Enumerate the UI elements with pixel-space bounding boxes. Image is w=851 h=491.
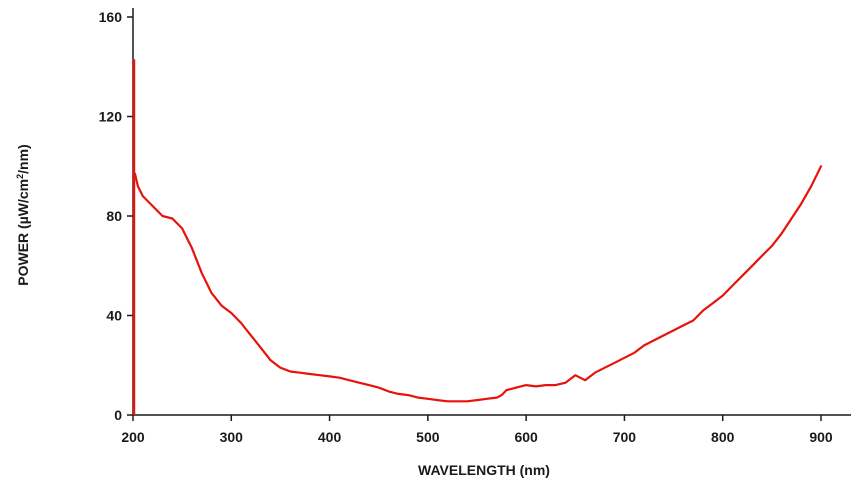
x-tick-label: 400 bbox=[318, 429, 342, 445]
x-ticks: 200 300 400 500 600 700 800 900 bbox=[121, 415, 833, 445]
x-tick-label: 500 bbox=[416, 429, 440, 445]
series-layer bbox=[132, 59, 823, 415]
y-axis-label-superscript: 2 bbox=[15, 174, 25, 179]
y-axis-label-unit: /nm) bbox=[15, 144, 31, 174]
x-tick-label: 600 bbox=[514, 429, 538, 445]
x-tick-label: 200 bbox=[121, 429, 145, 445]
y-axis-label: POWER (µW/cm2/nm) bbox=[15, 144, 31, 285]
x-axis-label: WAVELENGTH (nm) bbox=[418, 462, 550, 478]
y-tick-label: 120 bbox=[99, 109, 123, 125]
y-axis-label-main: POWER (µW/cm bbox=[15, 179, 31, 286]
y-tick-label: 40 bbox=[106, 308, 122, 324]
x-tick-label: 800 bbox=[711, 429, 735, 445]
y-ticks: 0 40 80 120 160 bbox=[99, 9, 133, 423]
x-tick-label: 700 bbox=[613, 429, 637, 445]
x-tick-label: 900 bbox=[809, 429, 833, 445]
x-tick-label: 300 bbox=[220, 429, 244, 445]
spectrum-line bbox=[133, 165, 823, 403]
y-tick-label: 0 bbox=[114, 407, 122, 423]
axes bbox=[132, 8, 851, 416]
y-tick-label: 80 bbox=[106, 208, 122, 224]
y-tick-label: 160 bbox=[99, 9, 123, 25]
